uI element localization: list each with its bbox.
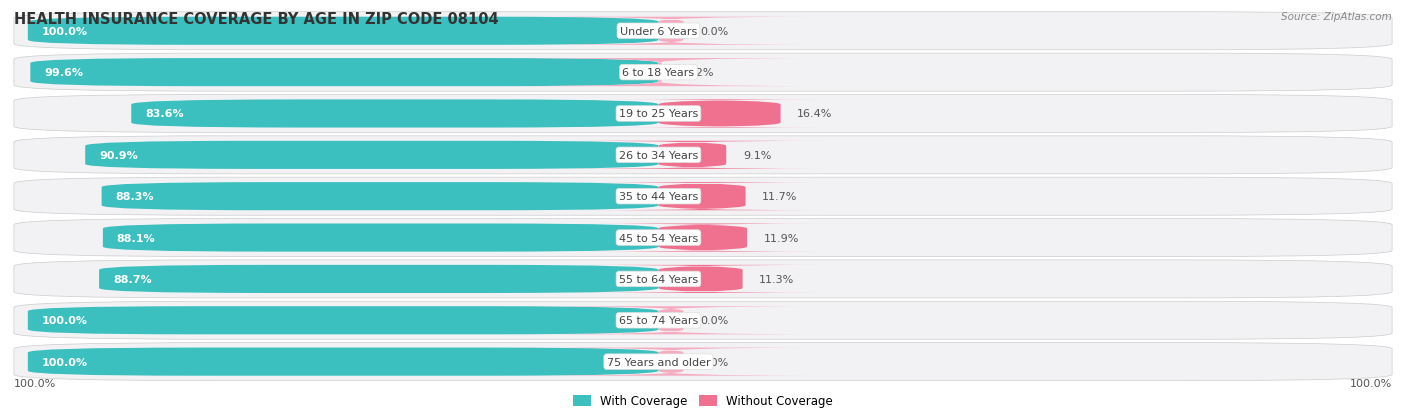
Text: 88.7%: 88.7% — [112, 274, 152, 284]
FancyBboxPatch shape — [14, 13, 1392, 51]
Text: 0.42%: 0.42% — [678, 68, 714, 78]
FancyBboxPatch shape — [516, 306, 825, 335]
FancyBboxPatch shape — [14, 343, 1392, 381]
Text: 100.0%: 100.0% — [42, 27, 87, 37]
Text: 100.0%: 100.0% — [42, 357, 87, 367]
FancyBboxPatch shape — [14, 136, 1392, 174]
Legend: With Coverage, Without Coverage: With Coverage, Without Coverage — [569, 391, 837, 411]
Text: 6 to 18 Years: 6 to 18 Years — [623, 68, 695, 78]
FancyBboxPatch shape — [560, 141, 825, 169]
Text: 55 to 64 Years: 55 to 64 Years — [619, 274, 697, 284]
FancyBboxPatch shape — [516, 348, 825, 376]
Text: 9.1%: 9.1% — [742, 150, 772, 161]
FancyBboxPatch shape — [14, 178, 1392, 216]
Text: 90.9%: 90.9% — [100, 150, 138, 161]
FancyBboxPatch shape — [131, 100, 658, 128]
FancyBboxPatch shape — [14, 219, 1392, 257]
Text: 100.0%: 100.0% — [1350, 378, 1392, 388]
FancyBboxPatch shape — [101, 183, 658, 211]
Text: 100.0%: 100.0% — [42, 316, 87, 325]
Text: 88.1%: 88.1% — [117, 233, 156, 243]
FancyBboxPatch shape — [578, 183, 825, 211]
FancyBboxPatch shape — [495, 59, 825, 87]
Text: 11.9%: 11.9% — [763, 233, 799, 243]
Text: 0.0%: 0.0% — [700, 316, 728, 325]
Text: Source: ZipAtlas.com: Source: ZipAtlas.com — [1281, 12, 1392, 22]
Text: 19 to 25 Years: 19 to 25 Years — [619, 109, 697, 119]
Text: HEALTH INSURANCE COVERAGE BY AGE IN ZIP CODE 08104: HEALTH INSURANCE COVERAGE BY AGE IN ZIP … — [14, 12, 499, 27]
FancyBboxPatch shape — [14, 54, 1392, 92]
FancyBboxPatch shape — [98, 265, 658, 293]
Text: 35 to 44 Years: 35 to 44 Years — [619, 192, 697, 202]
FancyBboxPatch shape — [14, 260, 1392, 298]
FancyBboxPatch shape — [28, 348, 658, 376]
Text: Under 6 Years: Under 6 Years — [620, 27, 697, 37]
Text: 88.3%: 88.3% — [115, 192, 155, 202]
Text: 0.0%: 0.0% — [700, 27, 728, 37]
Text: 100.0%: 100.0% — [14, 378, 56, 388]
Text: 11.7%: 11.7% — [762, 192, 797, 202]
Text: 75 Years and older: 75 Years and older — [606, 357, 710, 367]
FancyBboxPatch shape — [14, 95, 1392, 133]
Text: 65 to 74 Years: 65 to 74 Years — [619, 316, 697, 325]
FancyBboxPatch shape — [613, 100, 825, 128]
Text: 99.6%: 99.6% — [44, 68, 83, 78]
FancyBboxPatch shape — [31, 59, 658, 87]
Text: 45 to 54 Years: 45 to 54 Years — [619, 233, 697, 243]
Text: 26 to 34 Years: 26 to 34 Years — [619, 150, 697, 161]
FancyBboxPatch shape — [581, 224, 825, 252]
FancyBboxPatch shape — [14, 301, 1392, 339]
FancyBboxPatch shape — [103, 224, 658, 252]
FancyBboxPatch shape — [516, 18, 825, 46]
Text: 16.4%: 16.4% — [797, 109, 832, 119]
FancyBboxPatch shape — [575, 265, 825, 293]
Text: 83.6%: 83.6% — [145, 109, 184, 119]
Text: 11.3%: 11.3% — [759, 274, 794, 284]
FancyBboxPatch shape — [28, 306, 658, 335]
FancyBboxPatch shape — [28, 18, 658, 46]
FancyBboxPatch shape — [86, 141, 658, 169]
Text: 0.0%: 0.0% — [700, 357, 728, 367]
